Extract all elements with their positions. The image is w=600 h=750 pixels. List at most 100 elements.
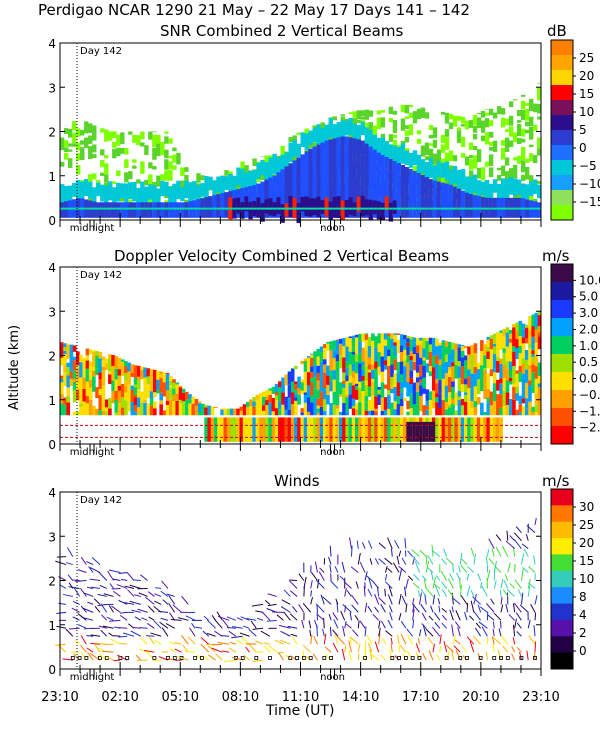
snr-cell [480,181,486,196]
wind-barb [390,637,393,645]
snr-cell [276,157,281,177]
snr-cell [416,108,422,120]
wind-barb [228,647,237,653]
wind-barb [289,613,298,621]
wind-barb [336,635,346,645]
snr-cell [500,140,506,146]
wind-barb [329,545,332,557]
velocity-cell [476,379,481,395]
snr-cell [328,117,333,138]
wind-barb [211,647,223,653]
snr-cell [116,207,121,210]
wind-barb [316,613,325,621]
velocity-cell [149,391,154,399]
wind-barb [292,606,298,613]
wind-barb [236,617,243,621]
snr-cell [172,207,177,210]
snr-cell [496,207,502,210]
snr-cell [304,128,309,137]
snr-cell [436,149,442,163]
wind-barb [263,645,271,653]
velocity-cell [524,359,529,370]
wind-calm-marker [172,656,177,660]
velocity-cell [367,372,372,387]
velocity-cell [422,357,426,361]
velocity-cell [380,397,385,411]
wind-barb [473,553,477,565]
velocity-cell [448,353,452,368]
wind-barb [170,619,182,621]
velocity-cell [313,377,317,388]
velocity-cell [303,387,308,393]
velocity-cell [66,375,71,388]
snr-cell [200,175,205,181]
velocity-cell [297,417,301,442]
velocity-cell [496,400,500,416]
velocity-cell [425,363,430,373]
velocity-cell [278,417,282,442]
wind-barb [457,626,461,637]
snr-cell [460,207,466,210]
wind-barb [310,596,313,605]
velocity-cell [534,378,539,394]
velocity-cell [329,403,333,416]
velocity-cell [531,364,535,373]
velocity-cell [72,360,77,371]
velocity-cell [508,350,513,362]
velocity-cell [262,405,266,411]
velocity-cell [355,409,359,416]
snr-cell [472,155,478,169]
velocity-cell [172,401,176,416]
wind-calm-marker [70,656,75,660]
snr-cell [328,207,333,210]
wind-barb [357,653,360,661]
snr-ytick-label: 4 [48,38,56,51]
snr-cell [96,207,101,210]
snr-cell [444,161,450,180]
velocity-cell [169,380,173,386]
velocity-cell [377,333,382,344]
snr-cell [280,145,285,157]
velocity-cell [518,336,523,346]
velocity-cell [265,405,269,416]
wind-calm-marker [390,656,395,660]
wind-barb [161,580,169,589]
wind-barb [500,578,504,589]
velocity-cell [528,390,532,402]
velocity-cell [114,399,119,413]
velocity-cell [470,373,475,389]
snr-cell [248,170,253,188]
wind-barb [366,634,373,645]
snr-cell [460,124,466,127]
snr-cell [264,161,269,183]
wind-barb [148,635,155,645]
velocity-cell [528,401,532,408]
wind-barb [378,558,386,565]
wind-barb [132,579,141,581]
velocity-cell [448,377,452,393]
velocity-cell [502,348,507,353]
wind-barb [460,595,468,605]
velocity-cell [348,385,353,395]
snr-cell [476,167,482,179]
wind-barb [440,570,448,581]
wind-barb [118,572,128,574]
wind-barb [528,566,536,573]
snr-cell [164,159,169,170]
winds-day-marker: Day 142 [80,495,122,506]
velocity-cell [508,369,513,378]
velocity-cell [428,391,433,400]
velocity-cell [287,417,292,442]
wind-barb [427,555,434,565]
snr-cell [456,188,462,218]
velocity-cell [537,383,542,388]
velocity-cell [310,354,314,358]
snr-cell [312,142,317,148]
velocity-cell [403,366,407,380]
snr-cell [228,173,233,192]
velocity-cell [152,392,157,398]
wind-barb [160,617,169,621]
winds-time-label: 02:10 [101,690,138,705]
snr-cell [244,172,249,192]
winds-time-label: 11:10 [282,690,319,705]
